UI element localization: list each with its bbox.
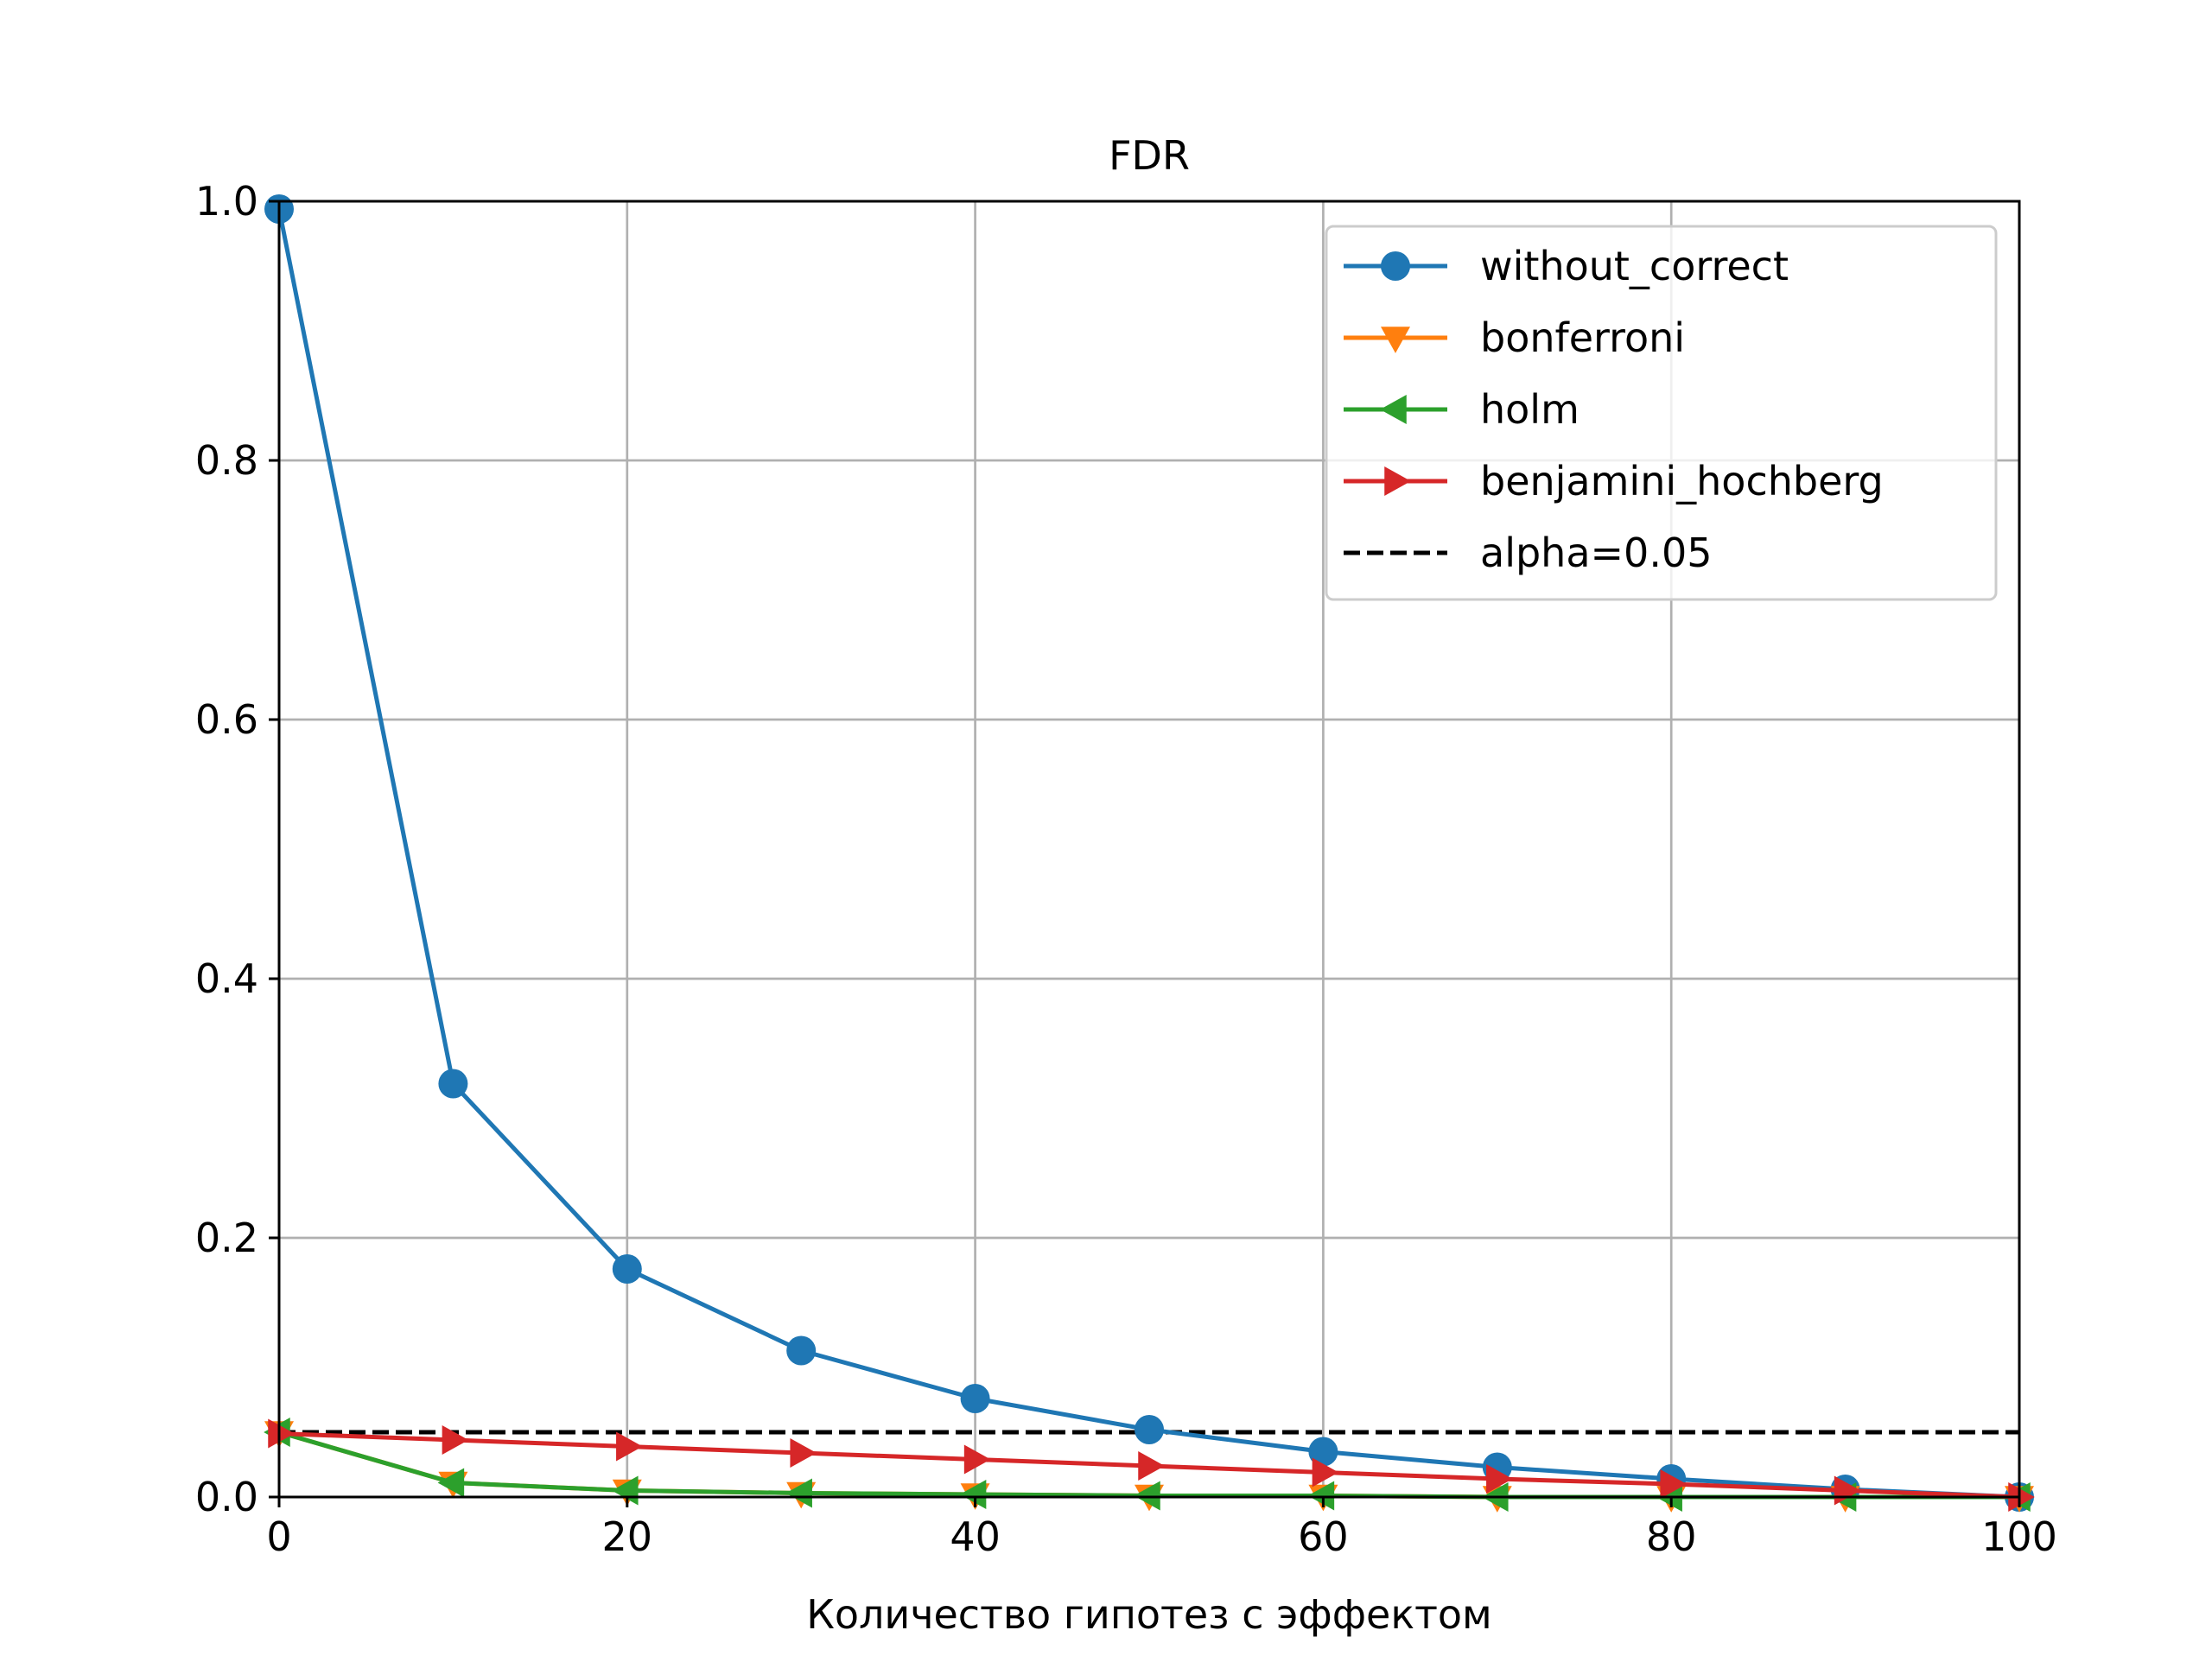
legend-label-alpha-0-05: alpha=0.05 — [1480, 530, 1712, 576]
legend-label-benjamini-hochberg: benjamini_hochberg — [1480, 458, 1884, 504]
data-point-benjamini-hochberg — [1660, 1469, 1688, 1499]
y-tick-label: 1.0 — [195, 178, 258, 225]
data-point-without-correct — [612, 1254, 642, 1284]
data-point-benjamini-hochberg — [1138, 1451, 1165, 1481]
data-point-holm — [437, 1468, 465, 1498]
data-point-without-correct — [1135, 1415, 1164, 1444]
data-point-holm — [959, 1480, 987, 1509]
legend-label-holm: holm — [1480, 386, 1580, 433]
legend-marker-bonferroni — [1381, 327, 1410, 353]
legend-label-without-correct: without_correct — [1480, 243, 1789, 289]
data-point-benjamini-hochberg — [442, 1425, 469, 1455]
x-tick-label: 0 — [266, 1513, 291, 1560]
legend-marker-benjamini-hochberg — [1384, 466, 1411, 496]
x-tick-label: 80 — [1646, 1513, 1697, 1560]
data-point-benjamini-hochberg — [2008, 1482, 2035, 1512]
chart-title: FDR — [1109, 132, 1190, 179]
data-point-benjamini-hochberg — [1312, 1457, 1339, 1488]
legend: without_correct bonferroni holm benjamini_h… — [1325, 225, 1998, 601]
x-axis-label: Количество гипотез с эффектом — [806, 1591, 1492, 1638]
x-tick-label: 100 — [1981, 1513, 2057, 1560]
y-tick-label: 0.8 — [195, 437, 258, 484]
data-point-without-correct — [960, 1384, 990, 1413]
x-tick-label: 20 — [602, 1513, 653, 1560]
y-tick-label: 0.4 — [195, 955, 258, 1002]
legend-label-bonferroni: bonferroni — [1480, 314, 1685, 361]
legend-marker-holm — [1380, 395, 1407, 424]
data-point-without-correct — [786, 1335, 817, 1366]
x-tick-label: 40 — [950, 1513, 1001, 1560]
data-point-benjamini-hochberg — [963, 1444, 991, 1475]
y-tick-label: 0.0 — [195, 1474, 258, 1520]
data-point-without-correct — [1308, 1437, 1338, 1467]
y-tick-label: 0.2 — [195, 1215, 258, 1261]
y-tick-label: 0.6 — [195, 696, 258, 743]
axes-frame — [277, 200, 2021, 1499]
data-point-benjamini-hochberg — [790, 1438, 817, 1468]
data-point-benjamini-hochberg — [1486, 1464, 1513, 1494]
data-point-without-correct — [438, 1069, 468, 1099]
legend-marker-without-correct — [1381, 251, 1410, 281]
x-tick-label: 60 — [1298, 1513, 1349, 1560]
plot-area: 0 20 40 60 80 100 0.0 0.2 0.4 0.6 0.8 1.0 — [195, 178, 2057, 1560]
data-point-benjamini-hochberg — [616, 1431, 643, 1462]
legend-box — [1325, 225, 1998, 601]
data-point-benjamini-hochberg — [268, 1418, 295, 1449]
data-point-holm — [785, 1478, 812, 1508]
